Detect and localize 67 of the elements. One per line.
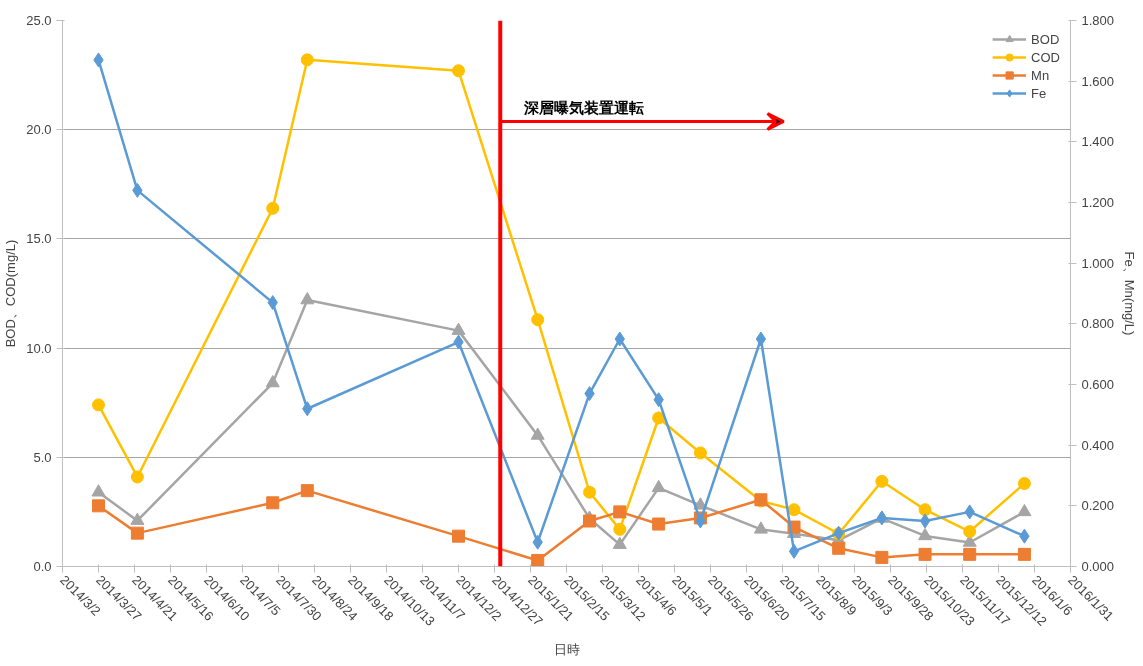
point <box>91 484 106 497</box>
point <box>875 474 889 488</box>
point <box>451 322 466 335</box>
point <box>452 64 465 78</box>
x-axis-title: 日時 <box>553 642 580 658</box>
ref-line-label: 深層曝気装置運転 <box>523 98 645 116</box>
point <box>788 543 800 559</box>
point <box>583 485 597 499</box>
point <box>92 398 105 412</box>
y2-tick-label: 0.200 <box>1081 498 1115 514</box>
point <box>130 512 145 525</box>
point <box>265 375 280 388</box>
y2-tick-label: 0.800 <box>1081 316 1115 332</box>
point <box>613 522 627 536</box>
point <box>787 503 801 517</box>
y-tick-label: 15.0 <box>26 231 52 247</box>
legend-label: BOD <box>1031 30 1060 48</box>
point <box>963 547 977 561</box>
point <box>531 313 545 327</box>
point <box>612 536 627 549</box>
point <box>300 292 315 305</box>
y-axis-title: BOD、COD(mg/L) <box>3 239 19 348</box>
point <box>753 521 768 534</box>
y2-tick-label: 0.000 <box>1081 559 1115 574</box>
point <box>300 53 314 67</box>
point <box>963 525 977 539</box>
point <box>919 513 931 529</box>
point <box>1017 503 1032 517</box>
legend-label: COD <box>1031 48 1060 66</box>
y2-tick-label: 1.000 <box>1081 255 1115 271</box>
point <box>1017 477 1031 490</box>
y-tick-label: 5.0 <box>33 449 52 465</box>
legend-label: Mn <box>1031 66 1051 84</box>
y2-axis-title: Fe、Mn(mg/L) <box>1122 251 1138 336</box>
y2-tick-label: 1.400 <box>1081 134 1115 150</box>
point <box>530 427 545 440</box>
point <box>452 529 465 543</box>
point <box>918 527 933 541</box>
point <box>652 411 666 425</box>
point <box>918 503 932 517</box>
y-tick-label: 10.0 <box>26 340 52 356</box>
y2-tick-label: 1.800 <box>1081 13 1115 28</box>
point <box>130 470 144 484</box>
y2-tick-label: 1.600 <box>1081 73 1115 89</box>
point <box>693 446 707 460</box>
y2-tick-label: 1.200 <box>1081 195 1115 210</box>
point <box>266 201 280 215</box>
y2-tick-label: 0.400 <box>1081 437 1115 453</box>
y-tick-label: 25.0 <box>26 13 52 28</box>
point <box>832 541 846 555</box>
point <box>300 484 314 498</box>
y2-tick-label: 0.600 <box>1081 377 1115 392</box>
point <box>652 517 666 531</box>
point <box>755 331 767 347</box>
point <box>651 479 666 493</box>
point <box>613 505 627 519</box>
point <box>130 526 144 540</box>
point <box>583 514 597 528</box>
y-tick-label: 20.0 <box>26 122 52 138</box>
point <box>92 499 105 513</box>
point <box>918 547 932 561</box>
point <box>1017 547 1031 561</box>
point <box>531 553 545 567</box>
legend-label: Fe <box>1031 84 1048 102</box>
y-tick-label: 0.0 <box>33 559 52 574</box>
point <box>266 496 280 510</box>
point <box>875 550 889 564</box>
